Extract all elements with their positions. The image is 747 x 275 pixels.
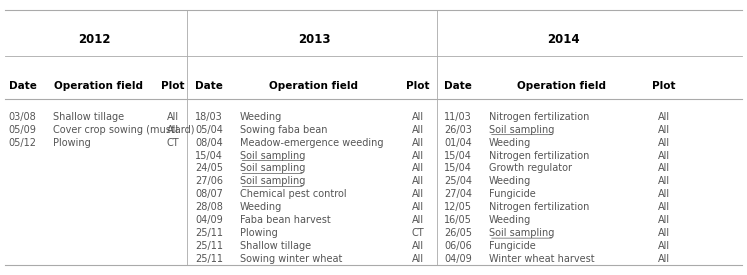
Text: 2014: 2014 bbox=[547, 33, 580, 46]
Text: Soil sampling: Soil sampling bbox=[489, 125, 554, 135]
Text: Shallow tillage: Shallow tillage bbox=[54, 112, 125, 122]
Text: 24/05: 24/05 bbox=[195, 163, 223, 174]
Text: All: All bbox=[657, 163, 670, 174]
Text: All: All bbox=[657, 176, 670, 186]
Text: Faba bean harvest: Faba bean harvest bbox=[240, 215, 330, 225]
Text: Nitrogen fertilization: Nitrogen fertilization bbox=[489, 150, 589, 161]
Text: 11/03: 11/03 bbox=[444, 112, 472, 122]
Text: All: All bbox=[167, 125, 179, 135]
Text: CT: CT bbox=[412, 228, 424, 238]
Text: 27/04: 27/04 bbox=[444, 189, 472, 199]
Text: All: All bbox=[412, 163, 424, 174]
Text: Weeding: Weeding bbox=[240, 112, 282, 122]
Text: 18/03: 18/03 bbox=[195, 112, 223, 122]
Text: Chemical pest control: Chemical pest control bbox=[240, 189, 346, 199]
Text: Date: Date bbox=[444, 81, 472, 91]
Text: Soil sampling: Soil sampling bbox=[489, 228, 554, 238]
Text: All: All bbox=[657, 138, 670, 148]
Text: 05/04: 05/04 bbox=[195, 125, 223, 135]
Text: 16/05: 16/05 bbox=[444, 215, 472, 225]
Text: 08/04: 08/04 bbox=[195, 138, 223, 148]
Text: All: All bbox=[412, 138, 424, 148]
Text: 15/04: 15/04 bbox=[444, 163, 472, 174]
Text: All: All bbox=[412, 202, 424, 212]
Text: 04/09: 04/09 bbox=[444, 254, 472, 264]
Text: All: All bbox=[412, 176, 424, 186]
Text: 27/06: 27/06 bbox=[195, 176, 223, 186]
Text: All: All bbox=[412, 215, 424, 225]
Text: All: All bbox=[412, 150, 424, 161]
Text: Sowing winter wheat: Sowing winter wheat bbox=[240, 254, 342, 264]
Text: All: All bbox=[412, 112, 424, 122]
Text: Weeding: Weeding bbox=[489, 138, 531, 148]
Text: Weeding: Weeding bbox=[489, 176, 531, 186]
Text: 26/03: 26/03 bbox=[444, 125, 472, 135]
Text: All: All bbox=[412, 241, 424, 251]
Text: Plot: Plot bbox=[406, 81, 430, 91]
Text: Operation field: Operation field bbox=[54, 81, 143, 91]
Text: All: All bbox=[167, 112, 179, 122]
Text: Soil sampling: Soil sampling bbox=[240, 150, 305, 161]
Text: Sowing faba bean: Sowing faba bean bbox=[240, 125, 327, 135]
Text: 2013: 2013 bbox=[298, 33, 330, 46]
Text: Growth regulator: Growth regulator bbox=[489, 163, 572, 174]
Text: Date: Date bbox=[9, 81, 37, 91]
Text: All: All bbox=[657, 125, 670, 135]
Text: 05/09: 05/09 bbox=[9, 125, 37, 135]
Text: All: All bbox=[657, 215, 670, 225]
Text: All: All bbox=[657, 189, 670, 199]
Text: Weeding: Weeding bbox=[240, 202, 282, 212]
Text: 04/09: 04/09 bbox=[195, 215, 223, 225]
Text: Shallow tillage: Shallow tillage bbox=[240, 241, 311, 251]
Text: 25/04: 25/04 bbox=[444, 176, 472, 186]
Text: 15/04: 15/04 bbox=[195, 150, 223, 161]
Text: 12/05: 12/05 bbox=[444, 202, 472, 212]
Text: All: All bbox=[657, 241, 670, 251]
Text: Plowing: Plowing bbox=[54, 138, 91, 148]
Text: 28/08: 28/08 bbox=[195, 202, 223, 212]
Text: CT: CT bbox=[167, 138, 179, 148]
Text: 01/04: 01/04 bbox=[444, 138, 472, 148]
Text: All: All bbox=[657, 254, 670, 264]
Text: Date: Date bbox=[195, 81, 223, 91]
Text: Plot: Plot bbox=[161, 81, 185, 91]
Text: Winter wheat harvest: Winter wheat harvest bbox=[489, 254, 595, 264]
Text: All: All bbox=[412, 189, 424, 199]
Text: 25/11: 25/11 bbox=[195, 254, 223, 264]
Text: 26/05: 26/05 bbox=[444, 228, 472, 238]
Text: Nitrogen fertilization: Nitrogen fertilization bbox=[489, 202, 589, 212]
Text: Soil sampling: Soil sampling bbox=[240, 163, 305, 174]
Text: All: All bbox=[412, 254, 424, 264]
Text: Fungicide: Fungicide bbox=[489, 241, 536, 251]
Text: Operation field: Operation field bbox=[517, 81, 606, 91]
Text: All: All bbox=[657, 112, 670, 122]
Text: 03/08: 03/08 bbox=[9, 112, 37, 122]
Text: Meadow-emergence weeding: Meadow-emergence weeding bbox=[240, 138, 383, 148]
Text: Cover crop sowing (mustard): Cover crop sowing (mustard) bbox=[54, 125, 195, 135]
Text: All: All bbox=[657, 228, 670, 238]
Text: Weeding: Weeding bbox=[489, 215, 531, 225]
Text: 05/12: 05/12 bbox=[9, 138, 37, 148]
Text: Plowing: Plowing bbox=[240, 228, 277, 238]
Text: 15/04: 15/04 bbox=[444, 150, 472, 161]
Text: 06/06: 06/06 bbox=[444, 241, 472, 251]
Text: 08/07: 08/07 bbox=[195, 189, 223, 199]
Text: Fungicide: Fungicide bbox=[489, 189, 536, 199]
Text: Nitrogen fertilization: Nitrogen fertilization bbox=[489, 112, 589, 122]
Text: 25/11: 25/11 bbox=[195, 241, 223, 251]
Text: 25/11: 25/11 bbox=[195, 228, 223, 238]
Text: Plot: Plot bbox=[652, 81, 675, 91]
Text: Operation field: Operation field bbox=[270, 81, 359, 91]
Text: All: All bbox=[657, 202, 670, 212]
Text: 2012: 2012 bbox=[78, 33, 111, 46]
Text: All: All bbox=[657, 150, 670, 161]
Text: All: All bbox=[412, 125, 424, 135]
Text: Soil sampling: Soil sampling bbox=[240, 176, 305, 186]
